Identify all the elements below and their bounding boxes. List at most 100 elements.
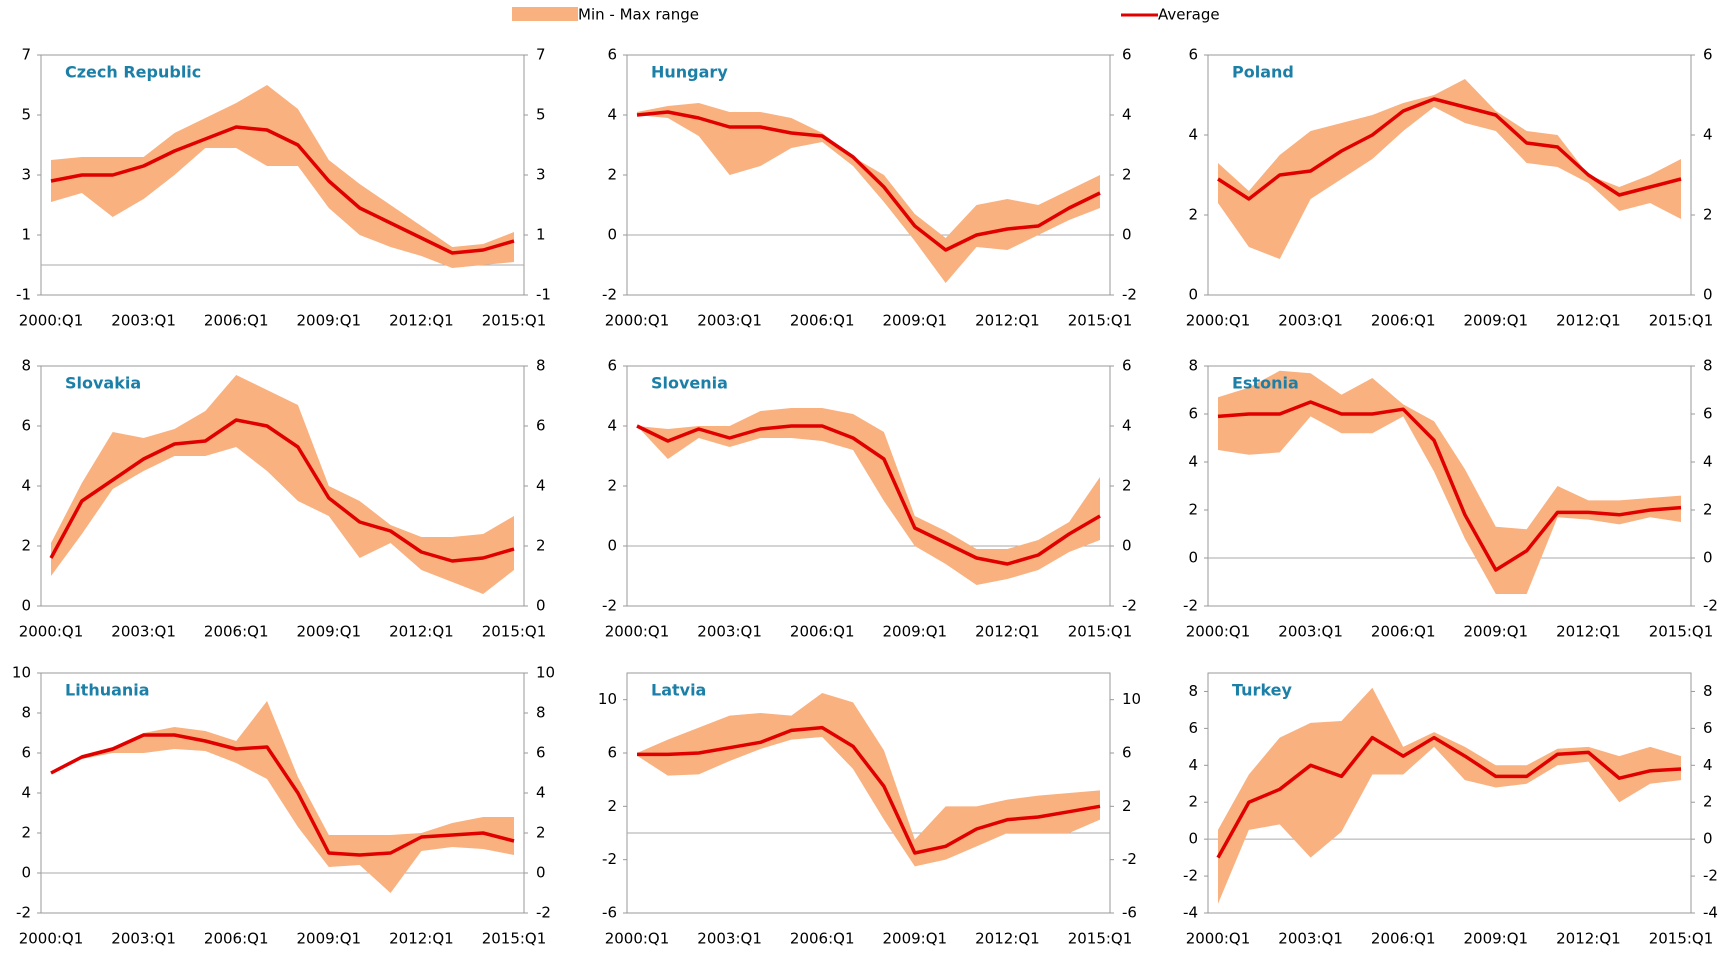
average-line: [49, 418, 515, 563]
x-tick-label: 2003:Q1: [111, 312, 176, 330]
y2-tick-label: 8: [1703, 682, 1713, 700]
y-tick-label: 5: [21, 106, 31, 124]
x-tick-label: 2000:Q1: [19, 312, 84, 330]
x-tick-label: 2012:Q1: [1556, 930, 1621, 948]
x-tick-label: 2009:Q1: [883, 623, 948, 641]
range-area: [51, 85, 514, 268]
y2-tick-label: 2: [1122, 166, 1132, 184]
range-area: [637, 408, 1100, 585]
y-tick-label: 6: [1188, 46, 1198, 64]
x-tick-label: 2009:Q1: [297, 930, 362, 948]
y2-tick-label: 8: [536, 357, 546, 375]
y-tick-label: 0: [21, 864, 31, 882]
panel-title: Lithuania: [65, 681, 150, 700]
y-tick-label: 0: [21, 597, 31, 615]
x-tick-label: 2015:Q1: [1068, 930, 1133, 948]
y2-tick-label: 6: [1703, 46, 1713, 64]
y2-tick-label: 8: [536, 704, 546, 722]
y2-tick-label: 4: [536, 477, 546, 495]
average-line: [1217, 97, 1682, 201]
y-tick-label: 0: [607, 226, 617, 244]
x-tick-label: 2015:Q1: [1068, 312, 1133, 330]
average-line: [637, 725, 1101, 855]
legend-label: Min - Max range: [578, 6, 699, 24]
average-line: [1217, 400, 1682, 572]
x-tick-label: 2006:Q1: [204, 623, 269, 641]
x-tick-label: 2012:Q1: [975, 930, 1040, 948]
x-tick-label: 2009:Q1: [1464, 312, 1529, 330]
x-tick-label: 2006:Q1: [1371, 312, 1436, 330]
y2-tick-label: 0: [1122, 537, 1132, 555]
y2-tick-label: 5: [536, 106, 546, 124]
y2-tick-label: 10: [1122, 690, 1141, 708]
y-tick-label: 0: [607, 537, 617, 555]
x-tick-label: 2000:Q1: [19, 930, 84, 948]
y2-tick-label: 2: [1703, 793, 1713, 811]
x-tick-label: 2006:Q1: [790, 623, 855, 641]
y-tick-label: 6: [607, 744, 617, 762]
y-tick-label: 6: [1188, 405, 1198, 423]
x-tick-label: 2006:Q1: [1371, 930, 1436, 948]
x-tick-label: 2009:Q1: [297, 623, 362, 641]
y2-tick-label: -2: [1122, 597, 1137, 615]
y-tick-label: 4: [21, 784, 31, 802]
x-tick-label: 2009:Q1: [1464, 930, 1529, 948]
y-tick-label: 7: [21, 46, 31, 64]
y-tick-label: 1: [21, 226, 31, 244]
x-tick-label: 2000:Q1: [1186, 930, 1251, 948]
y2-tick-label: -2: [536, 904, 551, 922]
range-area: [1218, 687, 1681, 904]
x-tick-label: 2003:Q1: [1278, 623, 1343, 641]
x-tick-label: 2012:Q1: [389, 930, 454, 948]
y-tick-label: -2: [1183, 597, 1198, 615]
y-tick-label: -2: [602, 850, 617, 868]
y-tick-label: 2: [21, 824, 31, 842]
x-tick-label: 2003:Q1: [111, 623, 176, 641]
y-tick-label: 10: [598, 690, 617, 708]
x-tick-label: 2009:Q1: [297, 312, 362, 330]
y-tick-label: 0: [1188, 286, 1198, 304]
x-tick-label: 2012:Q1: [389, 623, 454, 641]
range-area: [51, 375, 514, 594]
y2-tick-label: 2: [536, 824, 546, 842]
y-tick-label: 6: [607, 357, 617, 375]
y2-tick-label: -6: [1122, 904, 1137, 922]
y-tick-label: 0: [1188, 549, 1198, 567]
y2-tick-label: 4: [1703, 756, 1713, 774]
y2-tick-label: 8: [1703, 357, 1713, 375]
y-tick-label: 2: [607, 166, 617, 184]
y-tick-label: 8: [21, 357, 31, 375]
y2-tick-label: 2: [1703, 206, 1713, 224]
average-line: [636, 110, 1101, 252]
x-tick-label: 2009:Q1: [1464, 623, 1529, 641]
x-tick-label: 2012:Q1: [975, 312, 1040, 330]
average-line: [50, 733, 515, 857]
plot-frame: [1207, 672, 1692, 914]
y-tick-label: 8: [21, 704, 31, 722]
y2-tick-label: 4: [1703, 126, 1713, 144]
y2-tick-label: -2: [1703, 597, 1718, 615]
x-tick-label: 2000:Q1: [605, 623, 670, 641]
x-tick-label: 2003:Q1: [111, 930, 176, 948]
y-tick-label: 8: [1188, 682, 1198, 700]
x-tick-label: 2015:Q1: [482, 623, 547, 641]
x-tick-label: 2015:Q1: [1649, 623, 1714, 641]
x-tick-label: 2015:Q1: [1649, 312, 1714, 330]
y-tick-label: 4: [1188, 756, 1198, 774]
range-area: [1218, 79, 1681, 259]
y2-tick-label: 2: [1122, 477, 1132, 495]
y2-tick-label: -2: [1703, 867, 1718, 885]
y-tick-label: 4: [607, 417, 617, 435]
panel-title: Turkey: [1232, 681, 1293, 700]
x-tick-label: 2012:Q1: [389, 312, 454, 330]
x-tick-label: 2015:Q1: [482, 312, 547, 330]
range-area: [1218, 370, 1681, 594]
x-tick-label: 2000:Q1: [605, 930, 670, 948]
y2-tick-label: 0: [1703, 286, 1713, 304]
y-tick-label: 3: [21, 166, 31, 184]
y2-tick-label: -4: [1703, 904, 1718, 922]
range-area: [637, 103, 1100, 283]
panel-title: Slovenia: [651, 374, 728, 393]
x-tick-label: 2012:Q1: [1556, 312, 1621, 330]
